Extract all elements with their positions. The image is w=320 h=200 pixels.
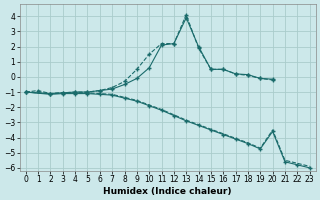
X-axis label: Humidex (Indice chaleur): Humidex (Indice chaleur)	[103, 187, 232, 196]
